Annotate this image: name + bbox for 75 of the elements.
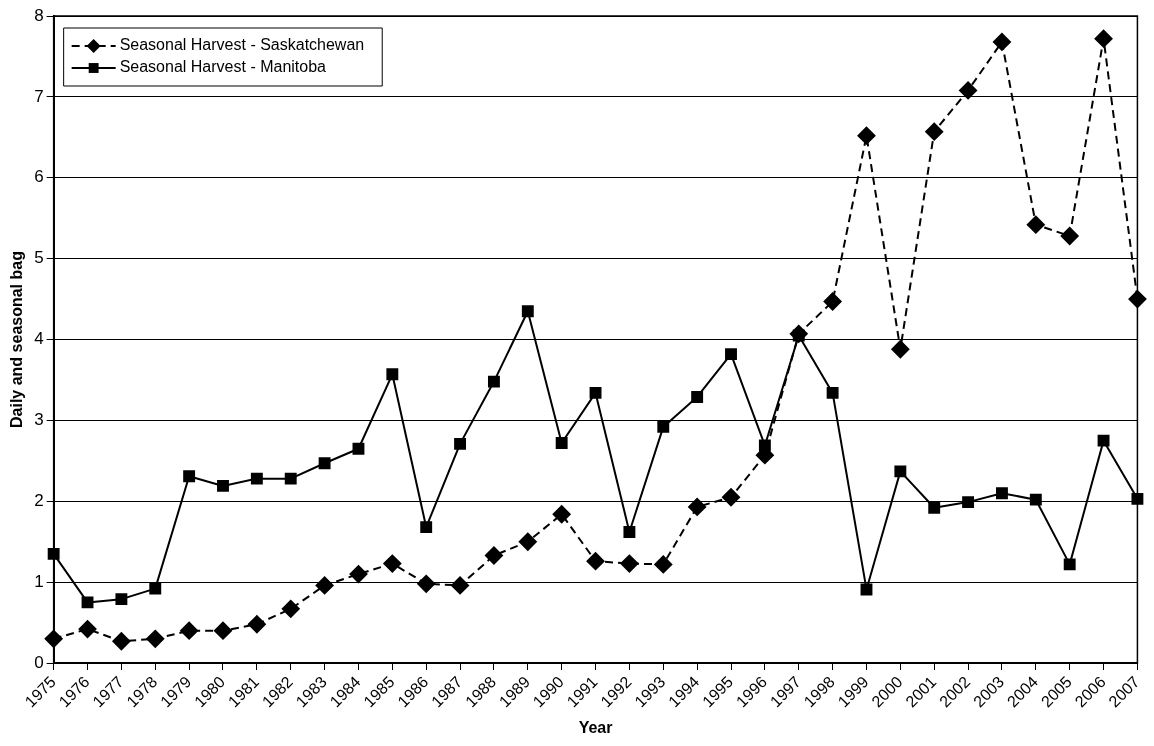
- point: [1128, 290, 1147, 309]
- point: [1060, 227, 1079, 245]
- point: [1131, 492, 1144, 505]
- point: [962, 496, 975, 509]
- y-tick-label: 4: [34, 329, 44, 349]
- point: [758, 439, 771, 452]
- point: [518, 532, 537, 551]
- point: [688, 497, 707, 516]
- point: [451, 576, 470, 595]
- point: [417, 574, 436, 593]
- point: [521, 305, 534, 318]
- point: [996, 487, 1008, 500]
- point: [213, 621, 232, 640]
- y-tick-label: 0: [34, 652, 44, 672]
- point: [826, 386, 839, 399]
- y-tick-label: 2: [34, 490, 44, 510]
- point: [555, 437, 568, 450]
- y-tick-label: 3: [34, 410, 44, 430]
- point: [925, 122, 944, 141]
- point: [725, 348, 737, 361]
- point: [1097, 434, 1110, 447]
- point: [315, 576, 334, 595]
- point: [1063, 558, 1076, 571]
- y-tick-label: 8: [34, 5, 44, 25]
- point: [589, 386, 602, 399]
- point: [115, 593, 128, 606]
- point: [1029, 493, 1042, 506]
- point: [722, 488, 741, 507]
- point: [623, 526, 636, 538]
- point: [420, 521, 433, 534]
- point: [620, 554, 639, 573]
- point: [586, 552, 605, 571]
- point: [928, 501, 941, 514]
- point: [552, 505, 571, 524]
- point: [146, 629, 165, 648]
- y-tick-label: 7: [34, 86, 44, 106]
- point: [1026, 215, 1045, 234]
- point: [217, 479, 229, 492]
- legend-label: Seasonal Harvest - Manitoba: [119, 58, 327, 76]
- point: [823, 292, 842, 311]
- point: [247, 615, 266, 634]
- point: [484, 546, 503, 565]
- y-tick-label: 5: [34, 248, 44, 268]
- point: [992, 32, 1011, 51]
- point: [47, 547, 60, 560]
- point: [487, 375, 500, 388]
- point: [959, 81, 978, 100]
- point: [454, 437, 467, 450]
- point: [386, 368, 399, 381]
- point: [857, 126, 876, 145]
- y-axis-title: Daily and seasonal bag: [8, 251, 26, 428]
- y-tick-label: 6: [34, 167, 44, 187]
- point: [657, 420, 670, 433]
- point: [78, 620, 97, 639]
- point: [149, 582, 162, 595]
- point: [183, 470, 196, 483]
- point: [654, 555, 673, 574]
- point: [81, 596, 94, 609]
- point: [894, 465, 907, 478]
- point: [112, 632, 131, 651]
- point: [349, 565, 368, 584]
- point: [180, 621, 199, 640]
- point: [284, 472, 297, 485]
- point: [250, 472, 263, 485]
- point: [352, 442, 365, 455]
- point: [318, 457, 331, 470]
- point: [281, 599, 300, 618]
- point: [691, 391, 704, 403]
- y-tick-label: 1: [34, 571, 44, 591]
- point: [891, 340, 910, 359]
- legend-label: Seasonal Harvest - Saskatchewan: [119, 36, 365, 54]
- point: [44, 629, 63, 648]
- x-axis-title: Year: [578, 718, 613, 736]
- point: [1094, 29, 1113, 48]
- point: [383, 554, 402, 573]
